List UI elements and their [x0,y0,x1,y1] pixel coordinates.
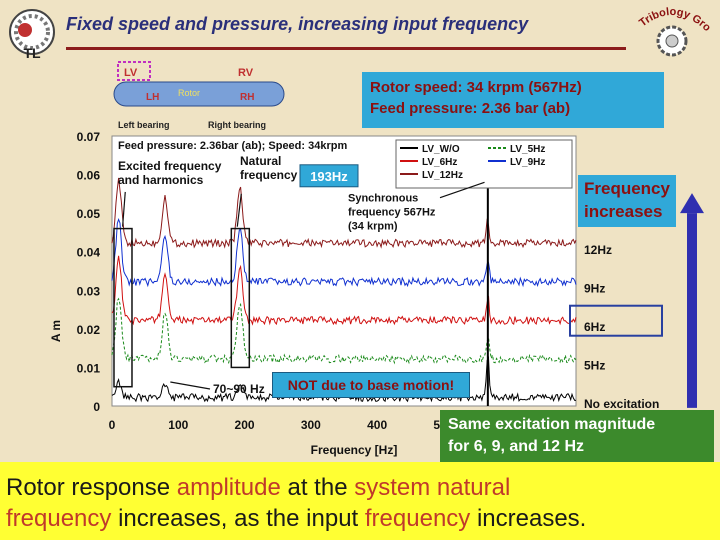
series-line-lv-9hz [111,218,577,288]
sync-label: frequency 567Hz [348,207,436,219]
right-bearing-label: Right bearing [208,120,266,130]
sync-sub-label: (34 krpm) [348,221,398,233]
frequency-arrow-head [680,193,704,214]
conclusion-part: increases. [470,505,587,532]
speed-info-line1: Rotor speed: 34 krpm (567Hz) [370,79,582,96]
series-side-label: 5Hz [584,359,605,373]
rotor-diagram: LV RV LH Rotor RH Left bearing Right bea… [113,61,285,130]
inner-chart-title: Feed pressure: 2.36bar (ab); Speed: 34kr… [118,140,347,152]
y-tick-label: 0.01 [77,361,101,375]
freq-box-line2: increases [584,202,663,221]
series-side-label: No excitation [584,397,659,411]
series-side-label: 9Hz [584,281,605,295]
conclusion-text: Rotor response amplitude at the system n… [0,462,720,540]
lowfreq-arrow [170,381,211,390]
y-tick-label: 0.04 [77,246,101,260]
six-hz-highlight-box [569,304,663,337]
legend-label: LV_9Hz [510,157,545,168]
natural-frequency-box [230,227,251,369]
tl-logo: TL [9,9,55,61]
y-tick-label: 0 [93,400,100,414]
rotor-label: Rotor [178,88,200,98]
speed-info-line2: Feed pressure: 2.36 bar (ab) [370,100,571,117]
excited-freq-label: and harmonics [118,173,204,187]
sync-label: Synchronous [348,193,418,205]
legend-label: LV_12Hz [422,170,463,181]
rh-label: RH [240,92,254,103]
spectrum-chart: 0 0.01 0.02 0.03 0.04 0.05 0.06 0.07 0 100 200 300 4… [49,130,704,457]
series-side-label: 12Hz [584,243,612,257]
conclusion-highlight: frequency [6,505,112,532]
legend-box [395,139,573,189]
left-bearing-label: Left bearing [118,120,170,130]
series-line-lv-5hz [111,297,577,365]
sync-arrow [439,181,485,199]
frequency-increases-box: Frequency increases [578,175,676,227]
title-divider [66,47,626,50]
legend-label: LV_5Hz [510,144,545,155]
natural-freq-label: frequency [240,168,298,182]
page-title: Fixed speed and pressure, increasing inp… [66,14,529,34]
conclusion-highlight: frequency [364,505,471,532]
tl-logo-text: TL [23,45,41,61]
x-tick-label: 100 [168,418,188,432]
conclusion-highlight: system natural [354,474,511,501]
speed-info-box: Rotor speed: 34 krpm (567Hz) Feed pressu… [362,72,664,128]
legend-label: LV_W/O [422,144,460,155]
x-tick-label: 200 [235,418,255,432]
same-excitation-box: Same excitation magnitude for 6, 9, and … [440,410,714,464]
y-tick-label: 0.06 [77,169,101,183]
hz193-label: 193Hz [310,169,348,184]
y-tick-label: 0.02 [77,323,101,337]
excited-arrow [122,191,126,227]
x-tick-label: 400 [367,418,387,432]
hz193-box [299,164,359,188]
excited-freq-label: Excited frequency [118,159,222,173]
conclusion-part: increases, as the input [111,505,365,532]
x-axis-label: Frequency [Hz] [311,443,398,457]
excited-frequency-box [113,227,133,388]
y-tick-label: 0.05 [77,207,101,221]
tribology-group-logo: Tribology Group [630,3,713,57]
lowfreq-label: 70~90 Hz [213,382,265,396]
rv-label: RV [238,67,254,79]
x-tick-label: 300 [301,418,321,432]
freq-box-line1: Frequency [584,179,670,198]
series-line-lv-12hz [111,177,577,249]
conclusion-highlight: amplitude [176,474,281,501]
natural-arrow [236,193,242,227]
series-side-label: 6Hz [584,320,605,334]
lh-label: LH [146,92,159,103]
x-tick-label: 0 [109,418,116,432]
y-axis-label: A m [49,320,63,342]
same-box-line2: for 6, 9, and 12 Hz [448,438,585,455]
lv-label: LV [124,67,138,79]
conclusion-part: at the [280,474,355,501]
same-box-line1: Same excitation magnitude [448,416,656,433]
not-due-callout: NOT due to base motion! [272,372,470,398]
y-tick-label: 0.07 [77,130,101,144]
conclusion-part: Rotor response [6,474,177,501]
series-line-lv-6hz [111,255,577,326]
legend-label: LV_6Hz [422,157,457,168]
y-tick-label: 0.03 [77,284,101,298]
natural-freq-label: Natural [240,154,281,168]
